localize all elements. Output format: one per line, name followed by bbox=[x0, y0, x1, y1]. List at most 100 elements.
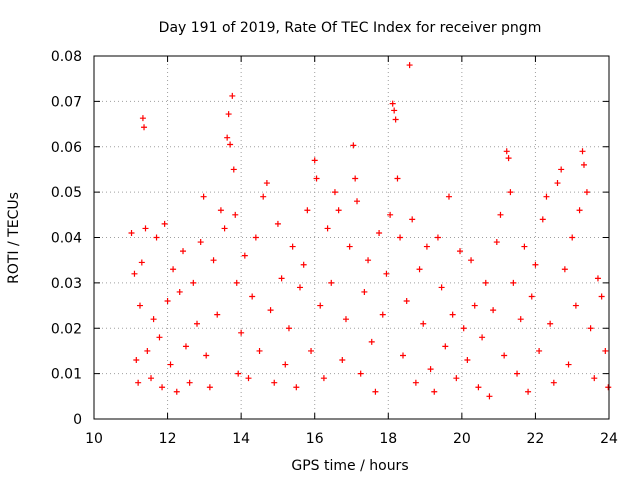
data-point bbox=[372, 388, 379, 395]
data-point bbox=[475, 384, 482, 391]
data-point bbox=[361, 288, 368, 295]
data-point bbox=[197, 239, 204, 246]
data-point bbox=[282, 361, 289, 368]
data-point bbox=[387, 211, 394, 218]
data-point bbox=[434, 234, 441, 241]
data-point bbox=[227, 141, 234, 148]
data-point bbox=[331, 189, 338, 196]
data-point bbox=[233, 279, 240, 286]
data-point bbox=[379, 311, 386, 318]
data-point bbox=[490, 307, 497, 314]
data-point bbox=[536, 347, 543, 354]
data-point bbox=[416, 266, 423, 273]
x-tick-label: 14 bbox=[232, 431, 250, 447]
data-point bbox=[144, 347, 151, 354]
data-point bbox=[350, 142, 357, 149]
x-tick-label: 22 bbox=[527, 431, 545, 447]
data-point bbox=[565, 361, 572, 368]
y-axis-label: ROTI / TECUs bbox=[6, 192, 22, 284]
data-point bbox=[210, 257, 217, 264]
data-point bbox=[507, 189, 514, 196]
data-point bbox=[525, 388, 532, 395]
data-point bbox=[383, 270, 390, 277]
data-point bbox=[486, 393, 493, 400]
data-point bbox=[471, 302, 478, 309]
data-point bbox=[543, 193, 550, 200]
data-point bbox=[150, 316, 157, 323]
data-point bbox=[493, 239, 500, 246]
y-tick-label: 0.05 bbox=[51, 185, 82, 201]
data-point bbox=[156, 334, 163, 341]
data-point bbox=[558, 166, 565, 173]
data-point bbox=[449, 311, 456, 318]
data-point bbox=[532, 261, 539, 268]
data-point bbox=[153, 234, 160, 241]
data-point bbox=[217, 207, 224, 214]
data-point bbox=[297, 284, 303, 291]
data-point bbox=[406, 62, 413, 69]
y-tick-label: 0.07 bbox=[51, 94, 82, 110]
x-tick-label: 10 bbox=[85, 431, 103, 447]
data-point bbox=[278, 275, 285, 282]
data-point bbox=[249, 293, 256, 300]
data-point bbox=[539, 216, 546, 223]
data-point bbox=[392, 116, 399, 123]
data-point bbox=[352, 175, 359, 182]
data-point bbox=[267, 307, 274, 314]
data-point bbox=[479, 334, 486, 341]
data-point bbox=[274, 220, 281, 227]
data-point bbox=[285, 325, 292, 332]
data-point bbox=[412, 379, 419, 386]
data-point bbox=[576, 207, 583, 214]
data-point bbox=[528, 293, 535, 300]
data-point bbox=[313, 175, 320, 182]
data-point bbox=[173, 388, 180, 395]
data-point bbox=[423, 243, 430, 250]
data-point bbox=[164, 298, 171, 305]
chart-title: Day 191 of 2019, Rate Of TEC Index for r… bbox=[159, 20, 542, 36]
data-point bbox=[263, 180, 270, 187]
data-point bbox=[391, 107, 398, 114]
y-tick-label: 0.04 bbox=[51, 231, 82, 247]
data-point bbox=[431, 388, 438, 395]
data-point bbox=[139, 115, 146, 122]
grid-lines bbox=[94, 56, 609, 419]
data-point bbox=[602, 347, 609, 354]
data-point bbox=[206, 384, 213, 391]
data-point bbox=[468, 257, 475, 264]
data-point bbox=[457, 248, 464, 255]
data-point bbox=[138, 259, 145, 266]
data-point bbox=[403, 298, 410, 305]
data-point bbox=[335, 207, 342, 214]
data-point bbox=[159, 384, 166, 391]
data-point bbox=[482, 279, 489, 286]
data-point bbox=[453, 375, 460, 382]
data-point bbox=[598, 293, 605, 300]
data-point bbox=[232, 211, 239, 218]
data-point bbox=[136, 302, 143, 309]
data-point bbox=[271, 379, 278, 386]
data-point bbox=[203, 352, 210, 359]
data-point bbox=[514, 370, 521, 377]
data-point bbox=[194, 320, 200, 327]
data-point bbox=[342, 316, 349, 323]
data-point bbox=[368, 338, 375, 345]
data-point bbox=[221, 225, 228, 232]
data-point bbox=[135, 379, 142, 386]
data-point bbox=[464, 357, 471, 364]
data-point bbox=[427, 366, 434, 373]
y-tick-labels: 0 0.01 0.02 0.03 0.04 0.05 0.06 0.07 0.08 bbox=[51, 49, 82, 428]
data-point bbox=[579, 148, 586, 155]
y-tick-label: 0.06 bbox=[51, 140, 82, 156]
data-point bbox=[442, 343, 449, 350]
data-point bbox=[547, 320, 554, 327]
data-point bbox=[497, 211, 504, 218]
data-point bbox=[365, 257, 372, 264]
data-point bbox=[170, 266, 177, 273]
data-point bbox=[200, 193, 207, 200]
data-point bbox=[133, 357, 140, 364]
data-point bbox=[238, 329, 245, 336]
data-point bbox=[501, 352, 508, 359]
data-point bbox=[580, 161, 587, 168]
